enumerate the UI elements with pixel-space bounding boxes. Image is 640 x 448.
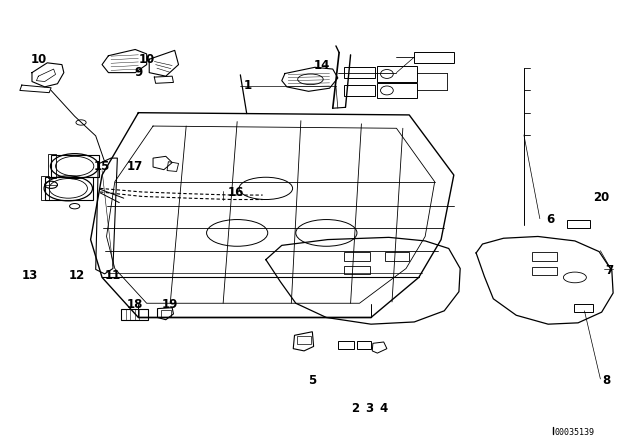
Bar	[344, 266, 370, 274]
Text: 7: 7	[605, 264, 614, 277]
Bar	[338, 340, 354, 349]
Text: 00035139: 00035139	[554, 428, 595, 437]
Text: 13: 13	[22, 269, 38, 282]
Text: 11: 11	[105, 269, 121, 282]
Bar	[45, 177, 93, 199]
Bar	[344, 67, 375, 78]
Bar	[532, 253, 557, 260]
Bar	[297, 336, 311, 344]
Bar	[121, 309, 148, 320]
Bar	[344, 253, 370, 260]
Bar	[48, 154, 56, 178]
Text: 10: 10	[30, 53, 47, 66]
Bar	[567, 220, 589, 228]
Bar	[385, 253, 409, 260]
Text: 12: 12	[68, 269, 84, 282]
Text: 1: 1	[244, 79, 252, 92]
Bar	[378, 66, 417, 82]
Text: 10: 10	[138, 53, 155, 66]
Text: 5: 5	[308, 374, 316, 387]
Text: 8: 8	[602, 374, 611, 387]
Bar	[357, 340, 371, 349]
Bar	[161, 310, 171, 317]
Text: 4: 4	[380, 402, 388, 415]
Text: 20: 20	[593, 191, 610, 204]
Bar	[573, 304, 593, 312]
Text: 9: 9	[134, 66, 143, 79]
Bar	[344, 85, 375, 96]
Bar	[51, 155, 99, 177]
Text: 15: 15	[94, 159, 110, 172]
Bar	[532, 267, 557, 275]
Bar	[414, 52, 454, 63]
Text: 18: 18	[127, 297, 143, 310]
Text: 2: 2	[351, 402, 359, 415]
Bar	[41, 177, 49, 200]
Text: 19: 19	[162, 297, 179, 310]
Text: 3: 3	[365, 402, 374, 415]
Text: 16: 16	[228, 186, 244, 199]
Bar	[378, 83, 417, 99]
Text: 14: 14	[314, 60, 330, 73]
Text: 6: 6	[546, 213, 554, 226]
Text: 17: 17	[127, 159, 143, 172]
